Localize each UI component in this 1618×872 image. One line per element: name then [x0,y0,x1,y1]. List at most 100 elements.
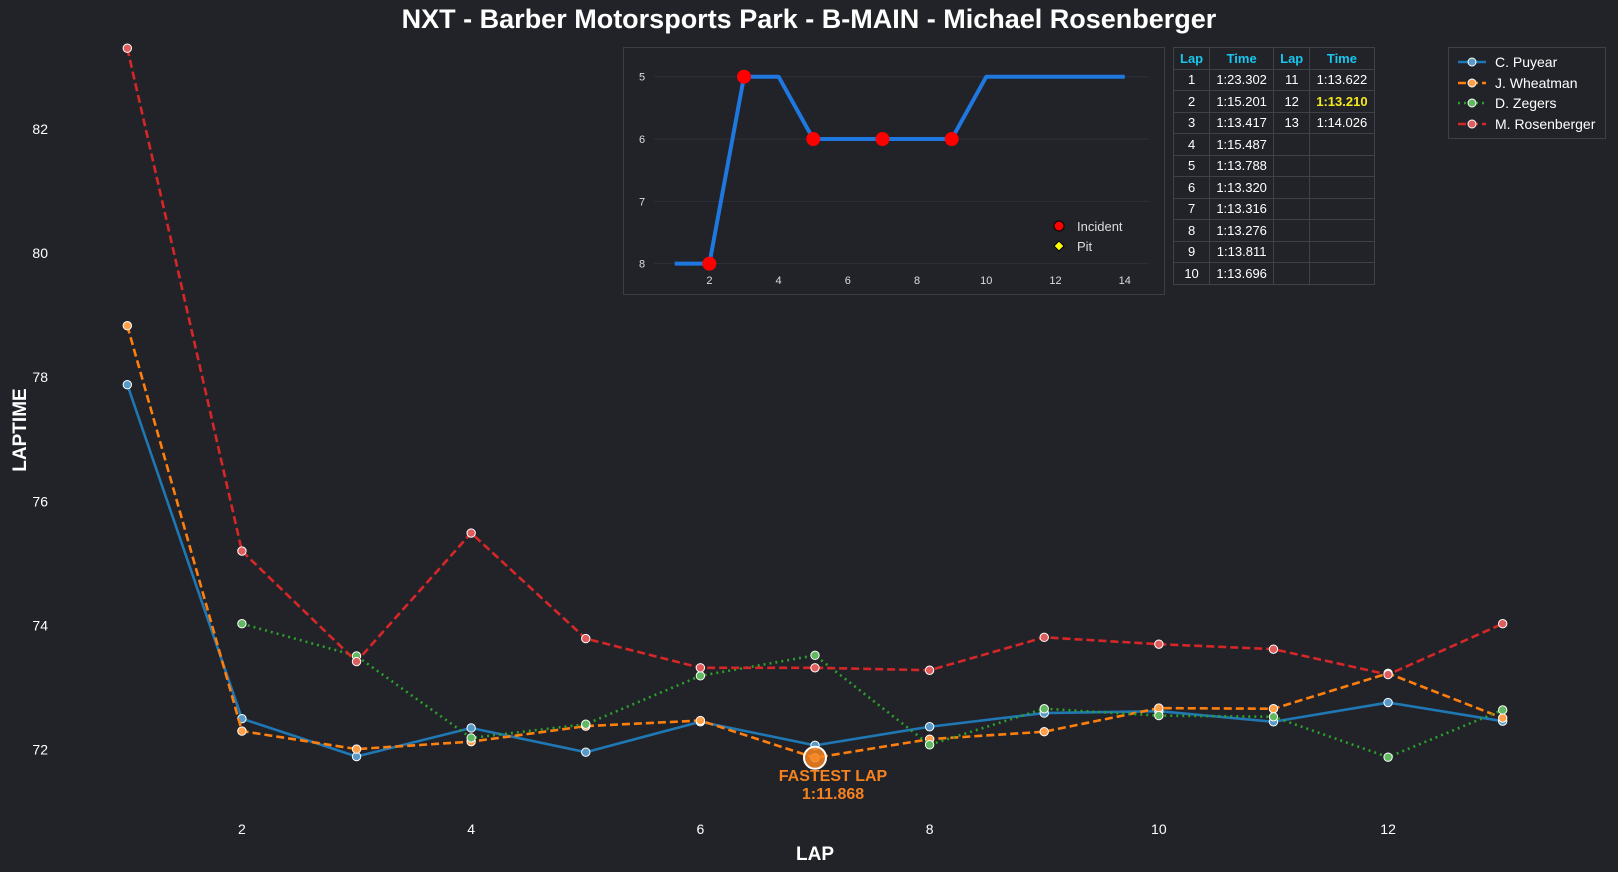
time-cell: 1:13.276 [1209,219,1275,242]
legend-item: J. Wheatman [1457,73,1595,94]
y-tick-label: 74 [32,618,48,634]
series-line [126,325,1504,760]
inset-legend-label: Incident [1077,219,1123,234]
y-tick-label: 80 [32,245,48,261]
time-cell: 1:23.302 [1209,68,1275,91]
data-point [924,740,935,750]
incident-marker [944,132,959,147]
time-cell: 1:15.487 [1209,133,1275,156]
time-cell: 1:13.788 [1209,154,1275,177]
lap-cell: 3 [1172,111,1211,134]
inset-x-tick-label: 2 [706,275,712,287]
data-point [1268,704,1279,714]
data-point [351,744,362,754]
data-point [1497,705,1508,715]
table-row: 4 1:15.487 [1172,133,1375,156]
data-point [237,546,247,556]
table-row: 9 1:13.811 [1172,240,1375,263]
data-point [1383,752,1393,762]
lap-cell: 8 [1172,219,1211,242]
inset-x-tick-label: 12 [1049,275,1061,287]
legend-label: J. Wheatman [1495,74,1578,91]
time-cell [1309,262,1375,285]
time-cell [1309,197,1375,220]
lap-cell [1273,133,1311,156]
data-point [237,618,247,629]
legend-swatch-icon [1458,119,1486,129]
legend-swatch-icon [1458,98,1486,108]
data-point [1268,644,1279,654]
inset-x-tick-label: 6 [845,275,851,287]
inset-y-tick-label: 8 [639,259,645,271]
inset-y-tick-label: 7 [639,196,645,208]
legend-label: M. Rosenberger [1495,115,1596,132]
lap-time-table: Lap Time Lap Time 1 1:23.302 11 1:13.622 2 1:… [1172,47,1375,285]
data-point [351,656,362,667]
lap-cell: 2 [1172,90,1211,113]
data-point [695,663,706,673]
chart-title: NXT - Barber Motorsports Park - B-MAIN -… [401,4,1217,34]
lap-cell: 6 [1172,176,1211,199]
table-row: 1 1:23.302 11 1:13.622 [1172,68,1375,91]
time-cell: 1:13.417 [1209,111,1275,134]
table-header: Lap [1273,47,1311,70]
legend-swatch-icon [1458,78,1486,88]
lap-cell [1273,240,1311,263]
series-j-wheatman [122,321,1508,763]
table-row: 10 1:13.696 [1172,262,1375,285]
series-d-zegers [237,618,1508,762]
table-row: 3 1:13.417 13 1:14.026 [1172,111,1375,134]
lap-cell [1273,197,1311,220]
time-cell: 1:14.026 [1309,111,1375,134]
y-axis-label: LAPTIME [10,388,31,471]
time-cell: 1:13.811 [1209,240,1275,263]
x-tick-label: 4 [467,821,475,837]
time-cell [1309,240,1375,263]
x-tick-label: 8 [926,821,934,837]
legend-item: D. Zegers [1457,93,1595,114]
lap-cell: 7 [1172,197,1211,220]
y-tick-label: 82 [32,121,48,137]
legend-item: C. Puyear [1457,52,1595,73]
legend-label: D. Zegers [1495,95,1557,112]
data-point [122,321,133,331]
time-cell: 1:15.201 [1209,90,1275,113]
legend-item: M. Rosenberger [1457,114,1595,135]
data-point [695,715,706,726]
time-cell: 1:13.320 [1209,176,1275,199]
data-point [1154,639,1164,649]
x-tick-label: 10 [1151,821,1167,837]
lap-cell: 4 [1172,133,1211,156]
lap-cell: 1 [1172,68,1211,91]
data-point [1039,727,1049,737]
position-line [674,74,1125,266]
y-tick-label: 76 [32,493,48,509]
incident-marker [806,132,821,147]
inset-legend-label: Pit [1077,239,1093,254]
legend-label: C. Puyear [1495,54,1558,71]
incident-legend-icon [1053,220,1065,232]
data-point [810,650,820,661]
data-point [1383,669,1393,680]
legend-swatch-icon [1458,57,1486,67]
x-tick-label: 12 [1380,821,1396,837]
data-point [1039,704,1049,714]
table-row: 5 1:13.788 [1172,154,1375,177]
table-header: Time [1209,47,1275,70]
data-point [1039,632,1049,643]
data-point [924,665,935,675]
series-m-rosenberger [122,43,1508,680]
lap-cell: 13 [1273,111,1311,134]
inset-y-tick-label: 5 [639,72,645,84]
incident-marker [702,256,717,271]
lap-cell: 9 [1172,240,1211,263]
series-c-puyear [122,379,1508,762]
table-row: 6 1:13.320 [1172,176,1375,199]
position-inset-svg: 5 6 7 8 2 4 6 8 10 12 14 Incident Pit [639,69,1149,287]
lap-cell: 12 [1273,90,1311,113]
data-point [122,43,133,53]
data-point [122,379,133,390]
fastest-lap-marker [803,745,827,770]
